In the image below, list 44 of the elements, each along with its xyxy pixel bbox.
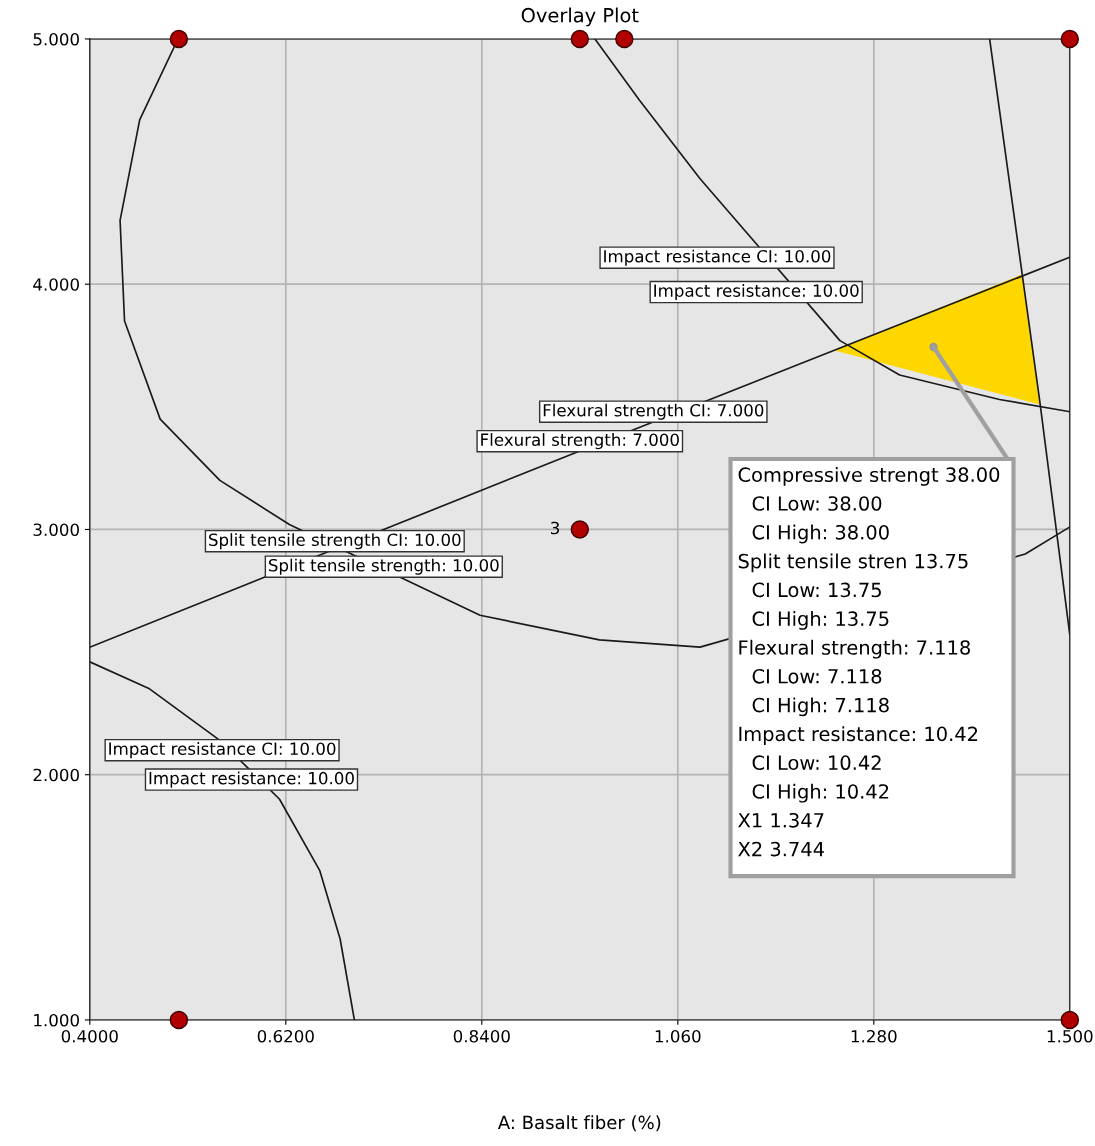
annotation: CI Low: 7.118 <box>752 668 882 684</box>
y-tick-label: 5.000 <box>33 32 79 46</box>
point <box>169 1010 189 1030</box>
annotation: Impact resistance: 10.00 <box>149 771 354 788</box>
annotation: CI Low: 38.00 <box>752 496 882 511</box>
annotation: X2 3.744 <box>738 841 824 857</box>
annotation: CI High: 13.75 <box>752 610 889 630</box>
annotation: CI High: 10.42 <box>752 783 889 803</box>
annotation: CI Low: 13.75 <box>752 582 881 598</box>
chart-title: Overlay Plot <box>521 7 639 27</box>
x-tick-label: 0.4000 <box>61 1029 118 1043</box>
point <box>169 29 189 49</box>
annotation: X1 1.347 <box>738 812 824 828</box>
x-tick-label: 0.8400 <box>453 1029 510 1043</box>
point <box>615 29 634 49</box>
annotation: CI High: 38.00 <box>752 524 889 544</box>
annotation: Compressive strengt 38.00 <box>738 466 1000 486</box>
data-label: 3 <box>551 521 560 535</box>
annotation: CI Low: 10.42 <box>752 755 881 771</box>
line-series <box>89 661 356 1020</box>
annotation: Impact resistance: 10.00 <box>654 283 859 301</box>
annotation: Impact resistance CI: 10.00 <box>604 249 831 266</box>
y-tick-label: 3.000 <box>33 523 79 537</box>
point <box>570 29 590 49</box>
annotation: Impact resistance CI: 10.00 <box>109 742 336 759</box>
y-tick-label: 2.000 <box>33 768 79 782</box>
annotation: Flexural strength CI: 7.000 <box>543 403 764 420</box>
annotation: Split tensile stren 13.75 <box>738 553 968 573</box>
annotation: Split tensile strength CI: 10.00 <box>209 533 461 550</box>
point <box>1060 1010 1080 1030</box>
annotation: Flexural strength: 7.118 <box>739 639 970 659</box>
x-tick-label: 1.280 <box>851 1029 897 1043</box>
x-tick-label: 1.060 <box>655 1029 701 1043</box>
annotation: CI High: 7.118 <box>752 697 889 717</box>
x-tick-label: 1.500 <box>1047 1029 1093 1043</box>
annotation: Impact resistance: 10.42 <box>739 726 978 746</box>
point <box>1060 29 1080 49</box>
annotation: Split tensile strength: 10.00 <box>268 558 499 575</box>
annotation: Flexural strength: 7.000 <box>481 433 679 450</box>
x-axis-title: A: Basalt fiber (%) <box>497 1115 661 1132</box>
x-tick-label: 0.6200 <box>257 1029 314 1043</box>
y-tick-label: 4.000 <box>33 278 79 291</box>
point <box>570 520 590 539</box>
y-tick-label: 1.000 <box>34 1013 79 1027</box>
